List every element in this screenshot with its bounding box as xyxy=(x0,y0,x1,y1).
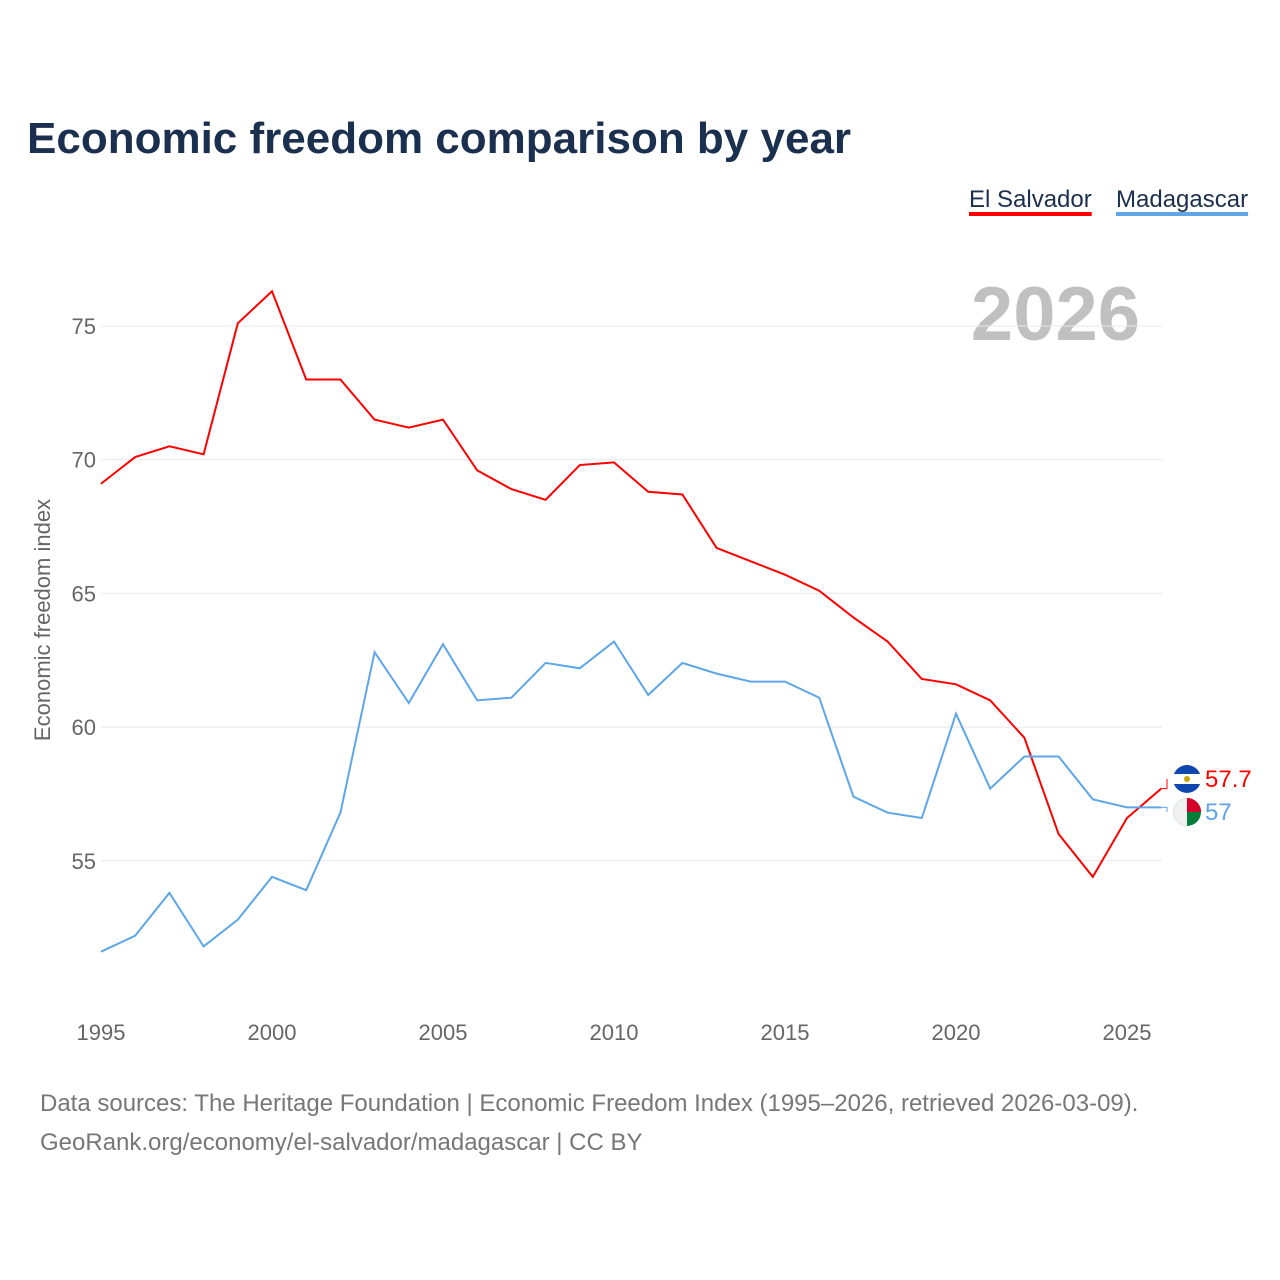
legend-item-madagascar[interactable]: Madagascar xyxy=(1116,186,1248,213)
y-axis-label: Economic freedom index xyxy=(30,499,55,741)
footer-sources: Data sources: The Heritage Foundation | … xyxy=(40,1090,1138,1117)
end-value-label: 57.7 xyxy=(1205,766,1252,793)
y-tick-label: 65 xyxy=(72,581,96,606)
footer-link[interactable]: GeoRank.org/economy/el-salvador/madagasc… xyxy=(40,1129,643,1156)
x-tick-label: 2025 xyxy=(1103,1020,1152,1045)
x-tick-label: 2020 xyxy=(932,1020,981,1045)
legend-swatch xyxy=(1116,212,1249,216)
x-tick-label: 2010 xyxy=(590,1020,639,1045)
x-tick-label: 2015 xyxy=(761,1020,810,1045)
end-connector xyxy=(1161,779,1168,790)
chart-title: Economic freedom comparison by year xyxy=(27,114,851,163)
madagascar-flag-icon xyxy=(1173,798,1201,826)
y-tick-label: 75 xyxy=(72,314,96,339)
series-line-el-salvador xyxy=(100,289,1162,879)
year-watermark: 2026 xyxy=(971,272,1140,357)
x-tick-label: 2005 xyxy=(419,1020,468,1045)
legend-item-el-salvador[interactable]: El Salvador xyxy=(969,186,1092,213)
y-tick-label: 60 xyxy=(72,715,96,740)
x-tick-label: 1995 xyxy=(77,1020,126,1045)
y-tick-label: 70 xyxy=(72,448,96,473)
y-tick-label: 55 xyxy=(72,849,96,874)
legend-swatch xyxy=(969,212,1092,216)
end-value-label: 57 xyxy=(1205,799,1232,826)
x-tick-label: 2000 xyxy=(248,1020,297,1045)
el-salvador-flag-icon xyxy=(1173,765,1201,793)
end-connector xyxy=(1161,806,1168,812)
series-line-madagascar xyxy=(100,640,1162,953)
